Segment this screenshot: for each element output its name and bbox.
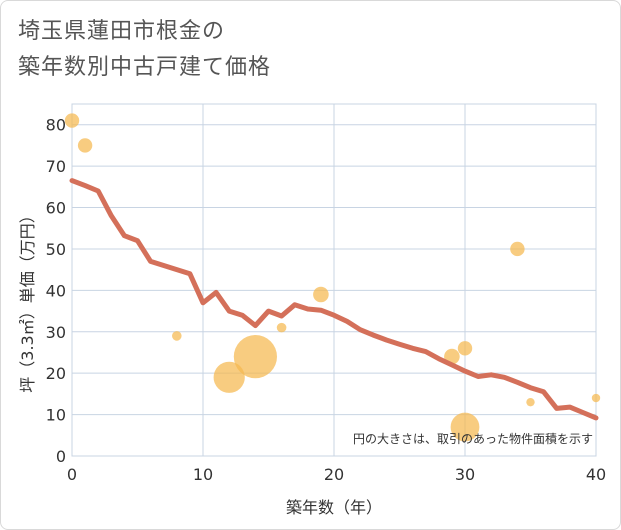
trend-line	[69, 178, 599, 421]
y-tick-label-7: 70	[46, 157, 66, 176]
x-tick-labels: 0 10 20 30 40	[67, 465, 606, 484]
x-tick-label-3: 30	[455, 465, 475, 484]
title-line-1: 埼玉県蓮田市根金の	[18, 19, 226, 44]
bubble-series	[64, 113, 601, 442]
x-axis-title: 築年数（年）	[286, 498, 382, 517]
y-tick-label-6: 60	[46, 199, 66, 218]
bubble-point-11	[526, 397, 535, 407]
bubble-point-9	[450, 412, 480, 442]
y-tick-label-8: 80	[46, 116, 66, 135]
y-tick-label-2: 20	[46, 364, 66, 383]
x-tick-label-0: 0	[67, 465, 77, 484]
y-tick-label-0: 0	[56, 447, 66, 466]
y-tick-label-3: 30	[46, 323, 66, 342]
bubble-point-4	[233, 335, 277, 379]
bubble-point-0	[64, 113, 80, 128]
bubble-point-6	[313, 286, 329, 303]
bubble-point-12	[591, 393, 601, 403]
bubble-point-5	[276, 322, 287, 333]
bubble-point-3	[213, 361, 245, 393]
bubble-point-8	[457, 341, 473, 356]
title-line-2: 築年数別中古戸建て価格	[18, 55, 272, 80]
y-tick-labels: 0 10 20 30 40 50 60 70 80	[46, 116, 66, 466]
chart-title: 埼玉県蓮田市根金の 築年数別中古戸建て価格	[18, 14, 271, 86]
size-legend-note: 円の大きさは、取引のあった物件面積を示す	[353, 431, 593, 446]
y-tick-label-4: 40	[46, 281, 66, 300]
x-tick-label-4: 40	[586, 465, 606, 484]
y-axis-title: 坪（3.3㎡）単価（万円）	[18, 207, 37, 392]
bubble-point-1	[77, 138, 93, 153]
x-tick-label-1: 10	[193, 465, 213, 484]
bubble-point-10	[510, 241, 525, 257]
bubble-point-2	[172, 331, 182, 341]
x-tick-label-2: 20	[324, 465, 344, 484]
grid-lines	[71, 104, 597, 457]
y-tick-label-1: 10	[46, 406, 66, 425]
y-tick-label-5: 50	[46, 240, 66, 259]
